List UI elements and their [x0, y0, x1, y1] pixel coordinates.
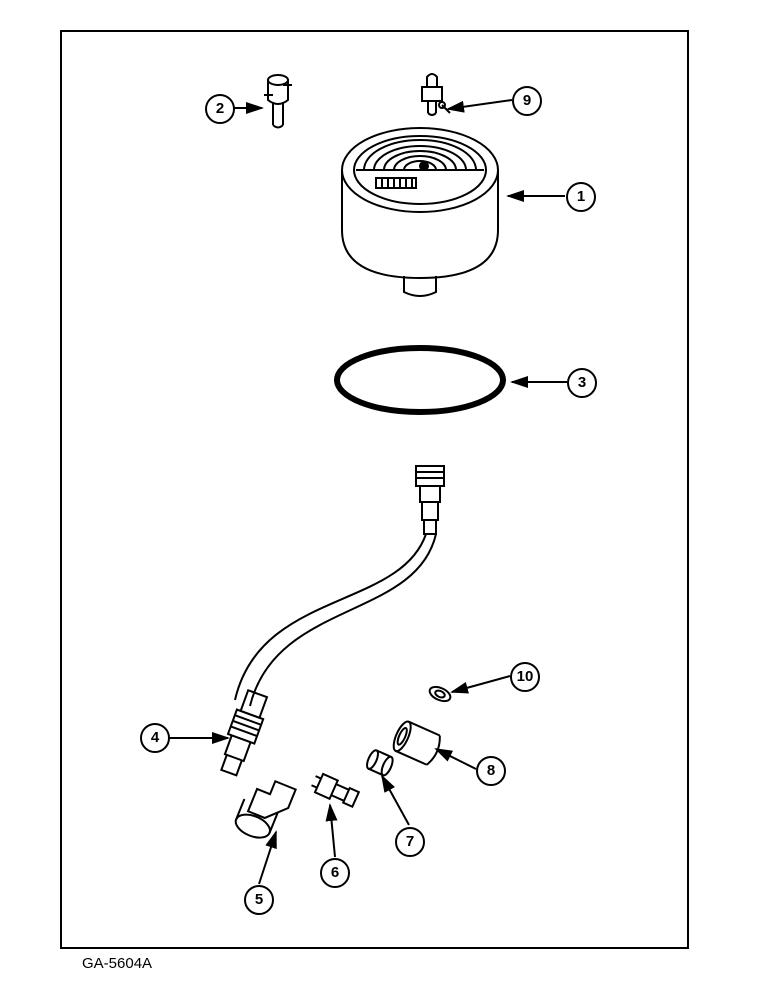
callout-label: 8: [487, 762, 495, 779]
callout-8: 8: [476, 756, 506, 786]
callout-2: 2: [205, 94, 235, 124]
part-10: [428, 684, 453, 704]
callout-label: 9: [523, 92, 531, 109]
callout-9: 9: [512, 86, 542, 116]
part-5: [232, 773, 295, 845]
part-6: [309, 772, 359, 809]
part-3: [337, 348, 503, 412]
callout-label: 10: [517, 668, 534, 685]
callout-1: 1: [566, 182, 596, 212]
callout-label: 5: [255, 891, 263, 908]
callout-6: 6: [320, 858, 350, 888]
part-9: [422, 74, 450, 115]
callout-label: 6: [331, 864, 339, 881]
part-1: [342, 128, 498, 296]
part-2: [264, 75, 292, 128]
part-8: [390, 719, 443, 766]
callout-label: 4: [151, 729, 159, 746]
callout-7: 7: [395, 827, 425, 857]
part-7: [365, 749, 395, 777]
callout-label: 2: [216, 100, 224, 117]
callout-label: 7: [406, 833, 414, 850]
diagram-svg: [0, 0, 772, 1000]
callout-10: 10: [510, 662, 540, 692]
part-4: [216, 689, 271, 778]
callout-4: 4: [140, 723, 170, 753]
callout-label: 1: [577, 188, 585, 205]
callout-5: 5: [244, 885, 274, 915]
callout-3: 3: [567, 368, 597, 398]
exploded-diagram: 1 2 3 4 5 6 7 8 9 10 GA-5604A: [0, 0, 772, 1000]
diagram-id: GA-5604A: [82, 955, 152, 972]
callout-label: 3: [578, 374, 586, 391]
